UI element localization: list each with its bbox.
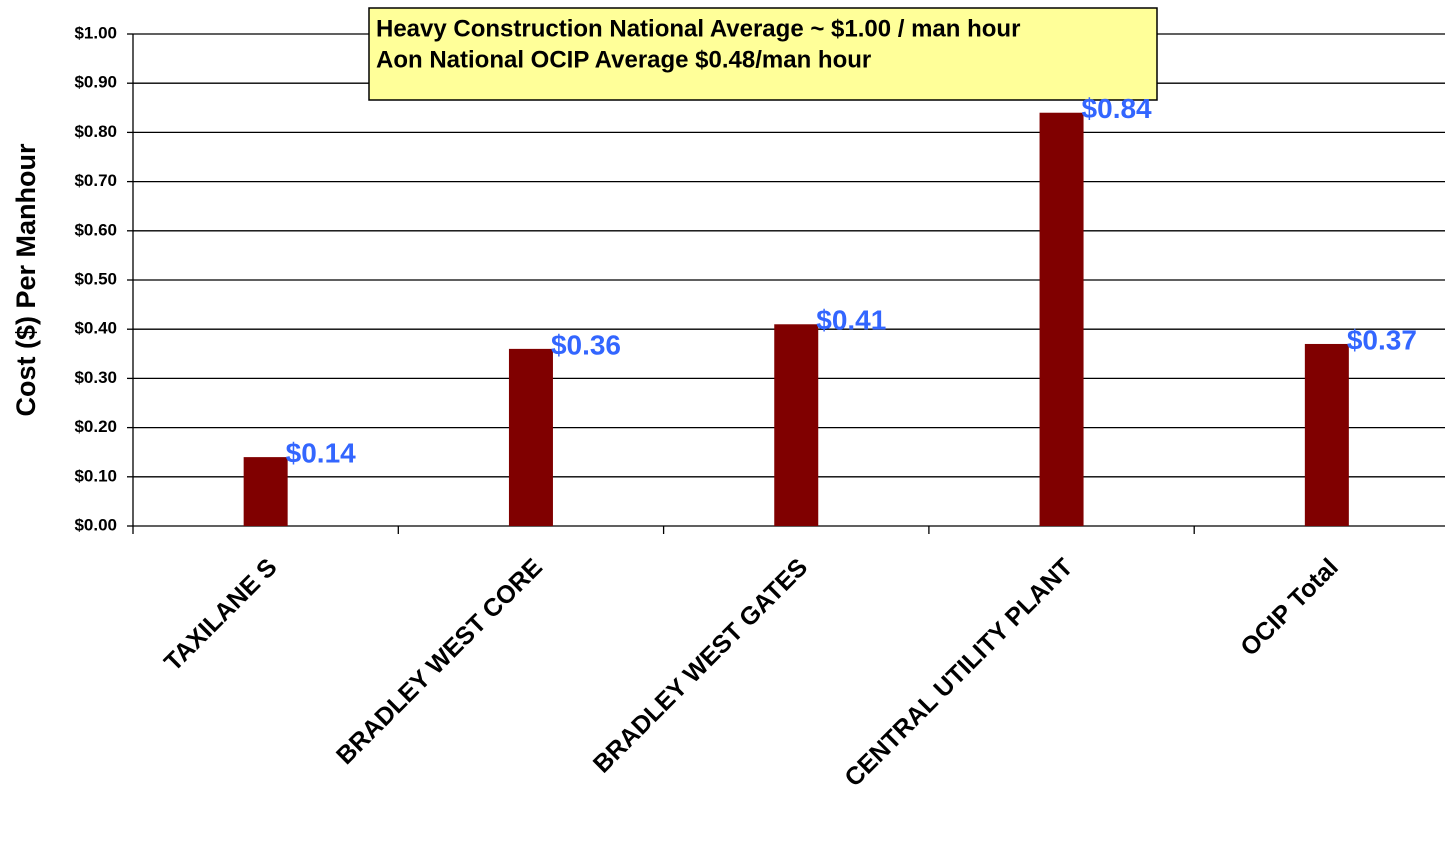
y-tick-label: $0.30 [74,368,117,387]
annotation: Aon National OCIP Average $0.48/man hour [376,46,871,73]
annotation: Heavy Construction National Average ~ $1… [376,15,1020,42]
bar [243,457,288,526]
value-label: $0.41 [816,305,886,336]
bar [1039,112,1084,526]
value-label: $0.84 [1082,93,1152,124]
bar [1304,343,1349,526]
value-label: $0.14 [286,438,356,469]
y-tick-label: $0.70 [74,171,117,190]
y-tick-label: $0.10 [74,466,117,485]
x-tick-label: CENTRAL UTILITY PLANT [839,553,1078,792]
x-tick-label: OCIP Total [1235,553,1344,662]
annotation-box [368,7,1158,101]
y-tick-label: $0.90 [74,73,117,92]
x-tick-label: TAXILANE S [159,553,283,677]
y-tick-label: $0.80 [74,122,117,141]
bar [774,324,819,526]
x-tick-label: BRADLEY WEST CORE [331,553,548,770]
y-tick-label: $0.50 [74,269,117,288]
value-label: $0.36 [551,329,621,360]
y-axis-label: Cost ($) Per Manhour [11,143,41,417]
y-tick-label: $0.00 [74,515,117,534]
bar [508,348,553,526]
y-tick-label: $0.40 [74,319,117,338]
y-tick-label: $0.60 [74,220,117,239]
y-tick-label: $1.00 [74,23,117,42]
y-tick-label: $0.20 [74,417,117,436]
value-label: $0.37 [1347,324,1417,355]
x-tick-label: BRADLEY WEST GATES [588,553,813,778]
